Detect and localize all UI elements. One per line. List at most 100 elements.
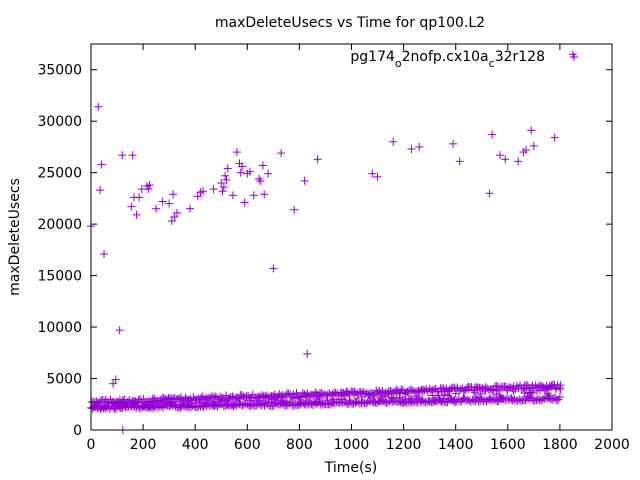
data-point [543,389,552,398]
data-point [550,133,559,142]
y-tick-label: 30000 [37,114,82,130]
data-point [221,171,230,180]
data-point [152,204,161,213]
data-point [238,162,247,171]
data-point [223,164,232,173]
data-point [323,396,332,405]
data-point [514,157,523,166]
data-point [568,50,577,59]
data-point [350,390,359,399]
x-tick-label: 1200 [386,437,422,453]
data-point [127,202,136,211]
data-point [170,212,179,221]
data-points [87,50,577,434]
data-point [277,149,286,158]
data-point [240,198,249,207]
y-tick-label: 15000 [37,269,82,285]
data-point [236,168,245,177]
data-point [343,389,352,398]
data-point [209,185,218,194]
data-point [222,175,231,184]
data-point [135,193,144,202]
y-tick-label: 10000 [37,320,82,336]
data-point [217,178,226,187]
data-point [165,199,174,208]
data-point [542,385,551,394]
y-tick-label: 0 [73,423,82,439]
data-point [249,191,258,200]
data-point [269,264,278,273]
data-point [172,208,181,217]
data-point [493,386,502,395]
data-point [193,192,202,201]
data-point [185,204,194,213]
data-point [528,388,537,397]
data-point [167,217,176,226]
data-point [407,144,416,153]
data-point [255,174,264,183]
data-point [162,397,171,406]
data-point [256,176,265,185]
data-point [373,172,382,181]
data-point [313,155,322,164]
data-point [368,169,377,178]
x-axis-title: Time(s) [324,460,377,476]
data-point [540,385,549,394]
data-point [245,167,254,176]
data-point [158,197,167,206]
data-point [115,326,124,335]
x-tick-label: 2000 [594,437,630,453]
y-tick-label: 20000 [37,217,82,233]
data-point [96,186,105,195]
data-point [145,181,154,190]
x-tick-label: 400 [182,437,209,453]
data-point [489,386,498,395]
data-point [545,391,554,400]
data-point [376,391,385,400]
x-tick-label: 1600 [490,437,526,453]
data-point [128,151,137,160]
data-point [100,249,109,258]
data-point [556,384,565,393]
x-axis: 0 200 400 600 800 1000 1200 1400 1600 1800 2000 [87,44,630,453]
data-point [449,139,458,148]
data-point [509,386,518,395]
data-point [296,393,305,402]
y-axis-title: maxDeleteUsecs [7,178,23,296]
data-point [118,151,127,160]
data-point [476,389,485,398]
data-point [219,183,228,192]
data-point [488,130,497,139]
data-point [264,169,273,178]
x-tick-label: 1000 [334,437,370,453]
data-point [258,161,267,170]
y-axis: 0 5000 10000 15000 20000 25000 30000 35000 [37,63,612,439]
data-point [232,148,241,157]
data-point [109,379,118,388]
data-point [260,190,269,199]
data-point [529,141,538,150]
x-tick-label: 200 [130,437,157,453]
x-tick-label: 800 [286,437,313,453]
y-tick-label: 5000 [46,372,82,388]
data-point [199,187,208,196]
data-point [270,394,279,403]
data-point [315,393,324,402]
data-point [415,142,424,151]
data-point [118,397,127,406]
data-point [300,176,309,185]
y-tick-label: 35000 [37,63,82,79]
data-point [301,392,310,401]
x-tick-label: 1800 [542,437,578,453]
y-tick-label: 25000 [37,166,82,182]
data-point [455,157,464,166]
data-point [290,205,299,214]
x-tick-label: 600 [234,437,261,453]
data-point [97,160,106,169]
data-point [169,190,178,199]
data-point [526,388,535,397]
data-point [522,146,531,155]
legend-entry: pg174o2nofp.cx10ac32r128 [350,49,545,70]
data-point [555,393,564,402]
